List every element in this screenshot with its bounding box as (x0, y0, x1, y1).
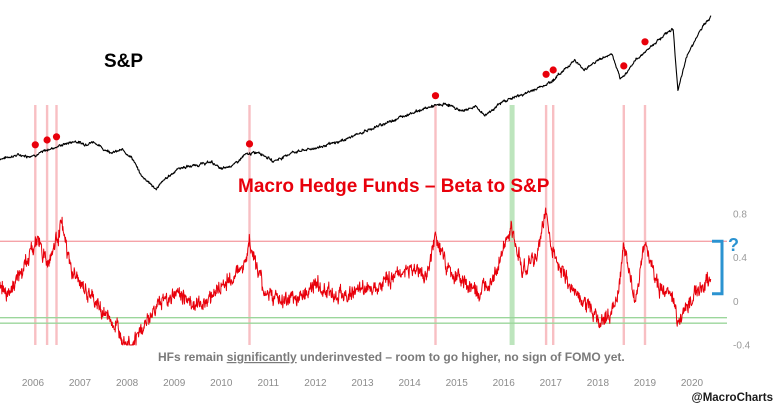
y-tick-label-0: 0.8 (733, 210, 747, 221)
beta-panel (0, 207, 712, 346)
x-tick-label-2: 2008 (116, 378, 139, 389)
beta-line (0, 207, 712, 346)
x-tick-label-8: 2014 (398, 378, 421, 389)
range-bracket (712, 239, 724, 296)
y-tick-label-1: 0.4 (733, 253, 747, 264)
highlight-band-6 (544, 105, 548, 345)
highlight-band-2 (55, 105, 58, 345)
x-tick-label-5: 2011 (258, 378, 280, 389)
sp-marker-0 (31, 141, 39, 149)
y-axis-ticks: 0.8 0.4 0 -0.4 (733, 210, 751, 352)
highlight-band-9 (643, 105, 647, 345)
sp-title: S&P (104, 51, 143, 72)
x-tick-label-7: 2013 (351, 378, 374, 389)
reference-lines (0, 240, 727, 324)
highlight-band-4 (434, 105, 437, 345)
highlight-band-1 (45, 105, 49, 345)
x-tick-label-9: 2015 (446, 378, 469, 389)
x-tick-label-6: 2012 (304, 378, 327, 389)
sp-marker-1 (43, 136, 51, 144)
x-tick-label-10: 2016 (493, 378, 516, 389)
sp-marker-4 (431, 92, 440, 100)
highlight-band-0 (34, 105, 37, 345)
sp-line (0, 15, 712, 191)
sp-marker-5 (542, 70, 550, 78)
caption-emphasis: significantly (227, 350, 297, 364)
x-tick-label-14: 2020 (681, 378, 704, 389)
x-tick-label-3: 2009 (163, 378, 186, 389)
question-mark: ? (728, 235, 739, 255)
sp-marker-3 (245, 140, 254, 148)
caption-part-1: HFs remain (158, 350, 227, 364)
y-tick-label-2: 0 (733, 297, 739, 308)
sp-marker-7 (620, 62, 628, 70)
y-tick-label-3: -0.4 (733, 341, 751, 352)
credit-label: @MacroCharts (691, 392, 773, 404)
x-tick-label-11: 2017 (540, 378, 563, 389)
sp-marker-2 (52, 133, 61, 141)
caption-part-2: underinvested – room to go higher, no si… (297, 350, 625, 364)
x-tick-label-0: 2006 (22, 378, 45, 389)
highlight-band-3 (248, 105, 251, 345)
x-tick-label-1: 2007 (69, 378, 92, 389)
sp-marker-6 (549, 66, 557, 74)
sp-marker-8 (641, 38, 649, 46)
sp-panel (0, 15, 712, 191)
caption: HFs remain significantly underinvested –… (158, 350, 625, 364)
x-tick-label-13: 2019 (634, 378, 657, 389)
highlight-band-8 (622, 105, 625, 345)
beta-chart-title: Macro Hedge Funds – Beta to S&P (238, 176, 550, 197)
x-tick-label-4: 2010 (210, 378, 233, 389)
x-axis-ticks: 2006 2007 2008 2009 2010 2011 2012 2013 2014 2015… (22, 378, 704, 389)
highlight-band-7 (552, 105, 555, 345)
x-tick-label-12: 2018 (587, 378, 610, 389)
